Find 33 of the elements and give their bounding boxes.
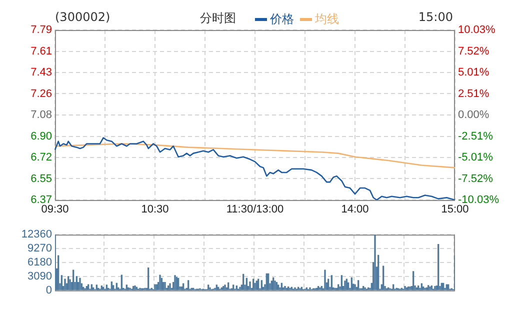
x-tick-label: 11:30/13:00 — [226, 204, 284, 216]
y2-tick-label: 0.00% — [458, 109, 490, 122]
y2-tick-label: -7.52% — [458, 172, 494, 185]
x-tick-label: 09:30 — [41, 204, 69, 216]
y-tick-label: 12360 — [21, 228, 52, 241]
y-tick-label: 9270 — [28, 242, 52, 255]
x-tick-label: 15:00 — [441, 204, 469, 216]
legend-label: 价格 — [270, 11, 294, 28]
y2-tick-label: -10.03% — [458, 194, 500, 206]
y-tick-label: 6.72 — [30, 152, 52, 164]
y2-tick-label: 2.51% — [458, 88, 490, 100]
chart-title: (300002) — [55, 10, 110, 24]
chart-subtitle: 分时图 — [200, 10, 236, 27]
y2-tick-label: 10.03% — [458, 24, 496, 36]
y-tick-label: 6180 — [28, 256, 52, 269]
y-tick-label: 6.37 — [30, 194, 52, 206]
y2-tick-label: -5.01% — [458, 152, 494, 164]
y-tick-label: 7.43 — [30, 66, 52, 79]
y2-tick-label: -2.51% — [458, 130, 494, 142]
y2-tick-label: 7.52% — [458, 45, 490, 58]
x-tick-label: 14:00 — [341, 204, 369, 216]
y-tick-label: 6.90 — [30, 130, 52, 142]
y-tick-label: 7.08 — [30, 109, 52, 122]
x-tick-label: 10:30 — [141, 204, 169, 216]
text: 15:00 — [418, 10, 453, 24]
y-tick-label: 7.61 — [30, 45, 52, 58]
y-tick-label: 0 — [46, 284, 52, 296]
y-tick-label: 7.79 — [30, 24, 52, 36]
legend-label: 均线 — [315, 11, 339, 28]
y2-tick-label: 5.01% — [458, 66, 490, 79]
y-tick-label: 6.55 — [30, 172, 52, 185]
y-tick-label: 3090 — [28, 270, 52, 282]
y-tick-label: 7.26 — [30, 88, 52, 100]
